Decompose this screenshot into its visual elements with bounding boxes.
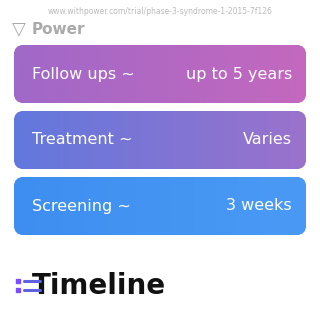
Text: Timeline: Timeline (32, 272, 166, 300)
Text: Follow ups ~: Follow ups ~ (32, 66, 135, 81)
Text: Treatment ~: Treatment ~ (32, 132, 132, 147)
Text: Power: Power (32, 22, 85, 37)
Text: ▽: ▽ (12, 20, 26, 38)
Text: 3 weeks: 3 weeks (226, 198, 292, 214)
Text: www.withpower.com/trial/phase-3-syndrome-1-2015-7f126: www.withpower.com/trial/phase-3-syndrome… (48, 7, 272, 15)
FancyBboxPatch shape (14, 45, 306, 103)
FancyBboxPatch shape (14, 111, 306, 169)
Text: up to 5 years: up to 5 years (186, 66, 292, 81)
FancyBboxPatch shape (14, 177, 306, 235)
Text: Screening ~: Screening ~ (32, 198, 131, 214)
Text: Varies: Varies (243, 132, 292, 147)
